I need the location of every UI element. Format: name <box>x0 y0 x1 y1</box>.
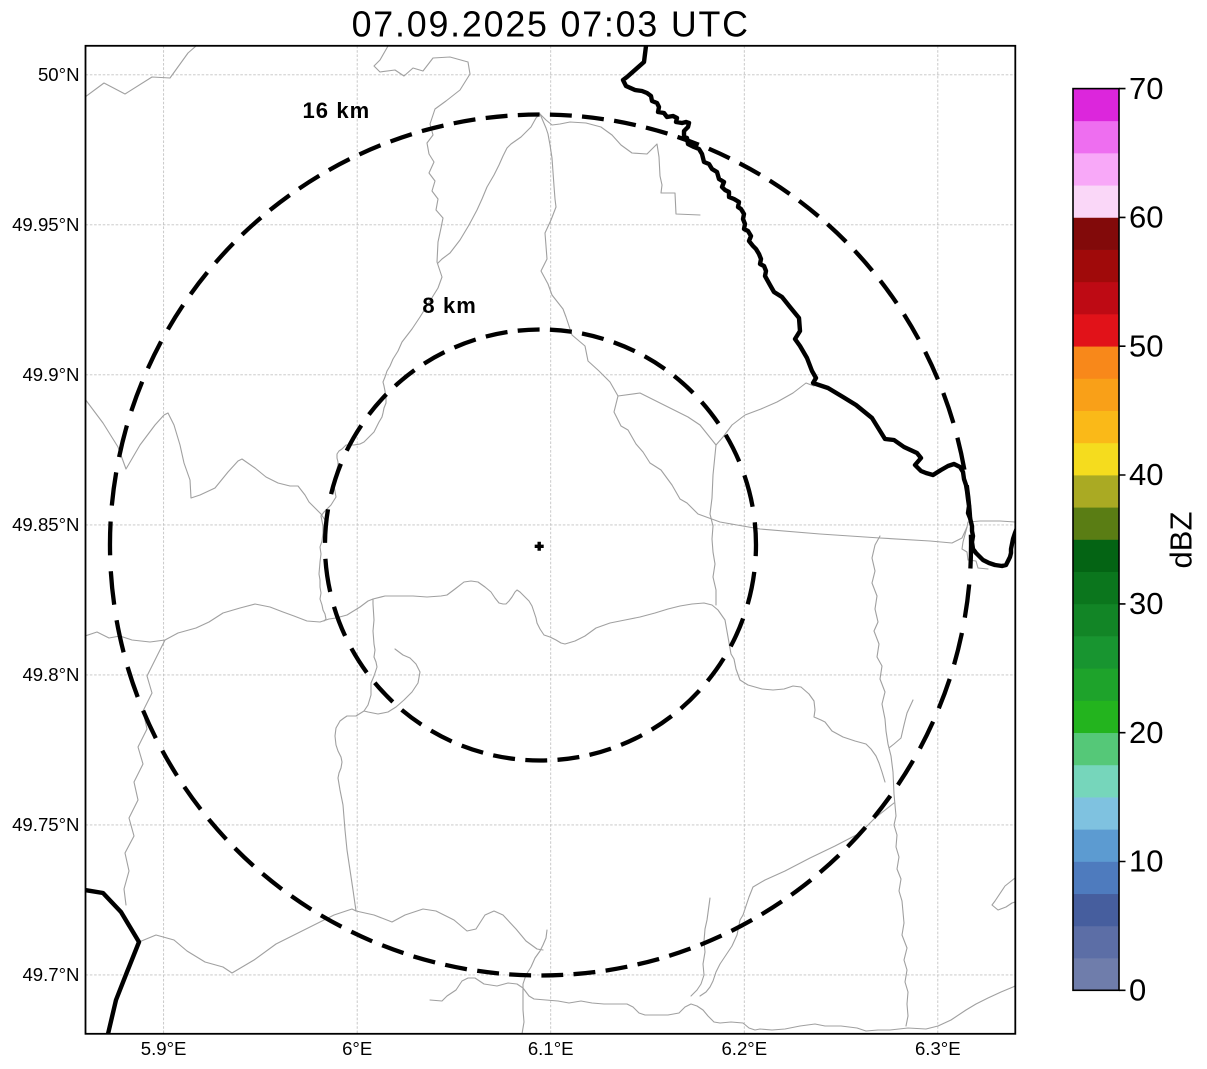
svg-text:60: 60 <box>1129 200 1163 235</box>
svg-text:49.85°N: 49.85°N <box>12 514 79 535</box>
svg-text:49.7°N: 49.7°N <box>22 964 79 985</box>
svg-text:49.8°N: 49.8°N <box>22 664 79 685</box>
svg-text:6.1°E: 6.1°E <box>528 1038 574 1059</box>
svg-text:dBZ: dBZ <box>1164 512 1199 569</box>
svg-text:6.2°E: 6.2°E <box>721 1038 767 1059</box>
svg-text:20: 20 <box>1129 715 1163 750</box>
svg-text:07.09.2025 07:03 UTC: 07.09.2025 07:03 UTC <box>352 4 750 44</box>
svg-text:16 km: 16 km <box>302 98 370 123</box>
svg-text:10: 10 <box>1129 844 1163 879</box>
svg-text:5.9°E: 5.9°E <box>141 1038 187 1059</box>
svg-text:0: 0 <box>1129 973 1146 1008</box>
svg-text:49.95°N: 49.95°N <box>12 214 79 235</box>
svg-text:30: 30 <box>1129 586 1163 621</box>
svg-text:50°N: 50°N <box>38 64 80 85</box>
svg-text:40: 40 <box>1129 457 1163 492</box>
svg-text:70: 70 <box>1129 71 1163 106</box>
svg-text:50: 50 <box>1129 328 1163 363</box>
svg-text:6°E: 6°E <box>342 1038 372 1059</box>
svg-text:8 km: 8 km <box>422 293 477 318</box>
svg-text:6.3°E: 6.3°E <box>915 1038 961 1059</box>
svg-text:49.9°N: 49.9°N <box>22 364 79 385</box>
svg-text:49.75°N: 49.75°N <box>12 814 79 835</box>
